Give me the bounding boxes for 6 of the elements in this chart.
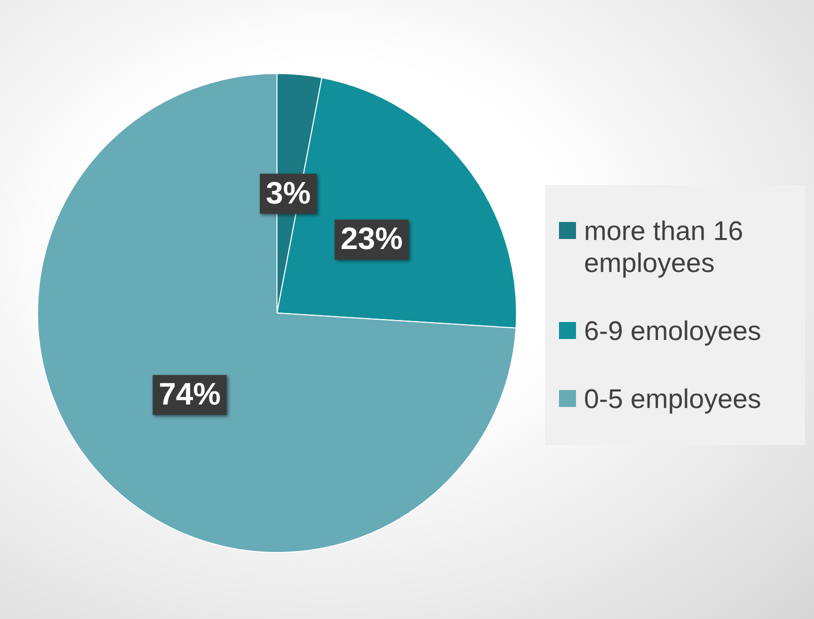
data-label: 3% <box>266 175 311 210</box>
data-label: 74% <box>158 376 221 412</box>
data-label: 23% <box>340 221 403 256</box>
legend-label: 6-9 emoloyees <box>584 315 762 347</box>
legend-label: more than 16 employees <box>584 215 744 279</box>
slice-label: 0-5 employees <box>584 383 762 415</box>
